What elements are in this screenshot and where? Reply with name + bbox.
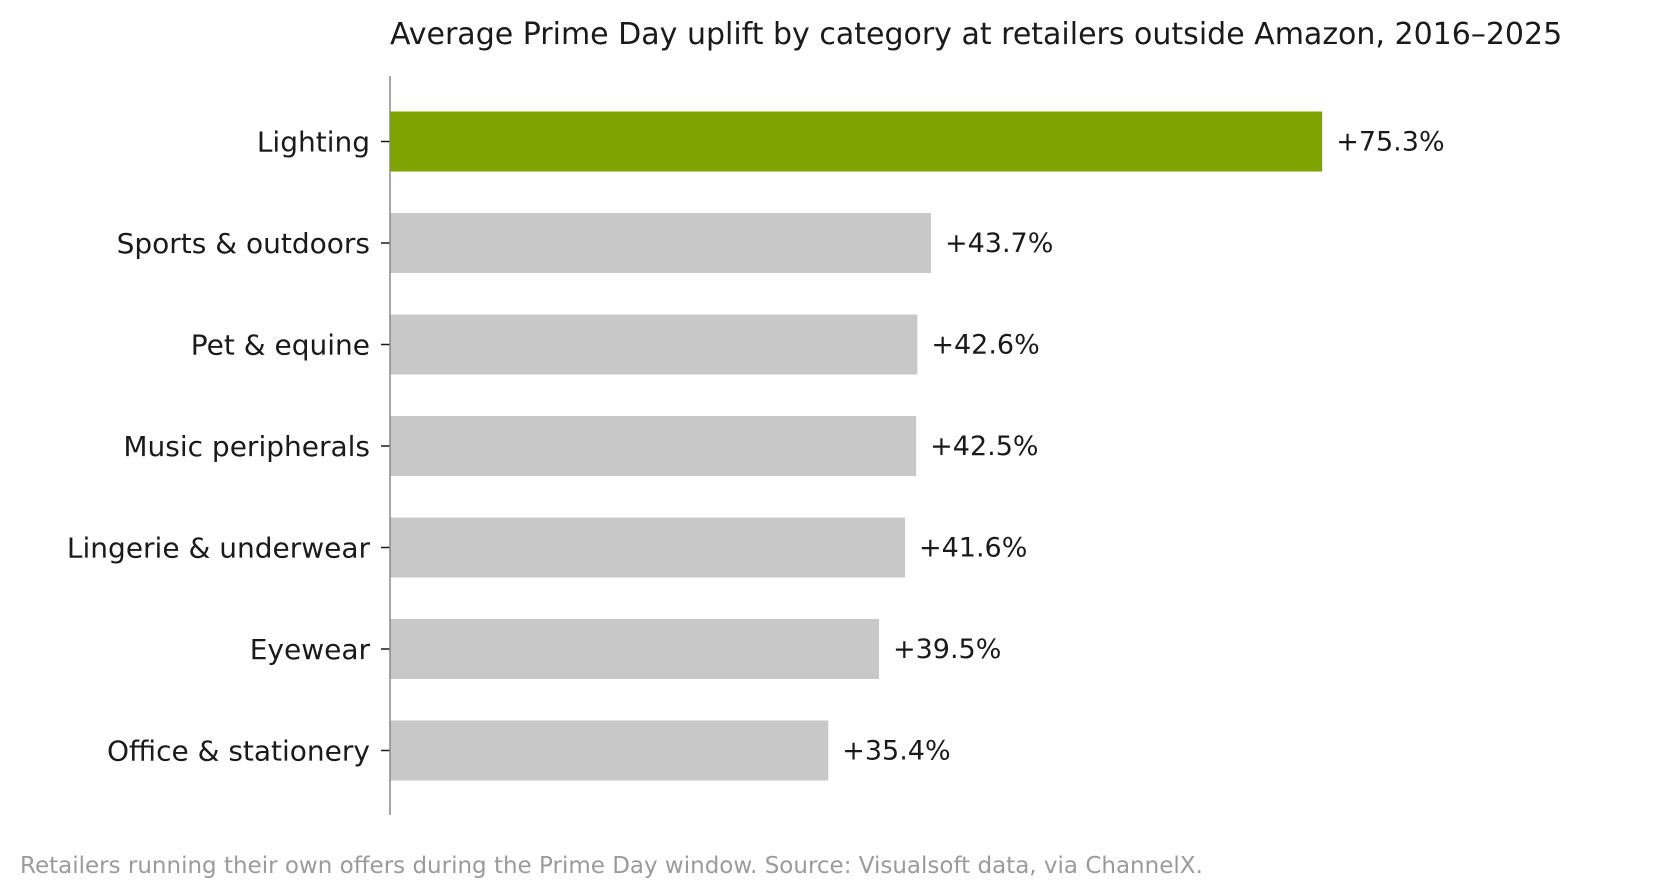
chart-title: Average Prime Day uplift by category at … bbox=[390, 17, 1562, 52]
category-label-eyewear: Eyewear bbox=[250, 633, 371, 666]
bar-eyewear bbox=[390, 619, 880, 679]
value-label-office-and-stationery: +35.4% bbox=[842, 736, 950, 767]
value-label-eyewear: +39.5% bbox=[893, 634, 1001, 665]
bar-lighting bbox=[390, 111, 1323, 172]
category-label-lingerie-and-underwear: Lingerie & underwear bbox=[67, 532, 371, 565]
labels-group: Lighting +75.3% Sports & outdoors +43.7% Pet… bbox=[67, 126, 1445, 768]
bar-music-peripherals bbox=[390, 416, 917, 476]
bar-sports-and-outdoors bbox=[390, 213, 932, 273]
category-label-lighting: Lighting bbox=[257, 126, 370, 159]
ticks-group bbox=[381, 140, 390, 752]
bar-lingerie-and-underwear bbox=[390, 517, 906, 578]
value-label-pet-and-equine: +42.6% bbox=[931, 330, 1039, 361]
value-label-sports-and-outdoors: +43.7% bbox=[945, 228, 1053, 259]
bars-group bbox=[390, 111, 1323, 781]
footnote: Retailers running their own offers durin… bbox=[20, 853, 1203, 879]
category-label-sports-and-outdoors: Sports & outdoors bbox=[117, 227, 370, 260]
value-label-lighting: +75.3% bbox=[1336, 127, 1444, 158]
bar-office-and-stationery bbox=[390, 720, 829, 781]
value-label-music-peripherals: +42.5% bbox=[930, 431, 1038, 462]
bar-pet-and-equine bbox=[390, 314, 918, 375]
category-label-pet-and-equine: Pet & equine bbox=[191, 329, 370, 362]
value-label-lingerie-and-underwear: +41.6% bbox=[919, 533, 1027, 564]
category-label-music-peripherals: Music peripherals bbox=[123, 430, 370, 463]
category-label-office-and-stationery: Office & stationery bbox=[107, 735, 370, 768]
